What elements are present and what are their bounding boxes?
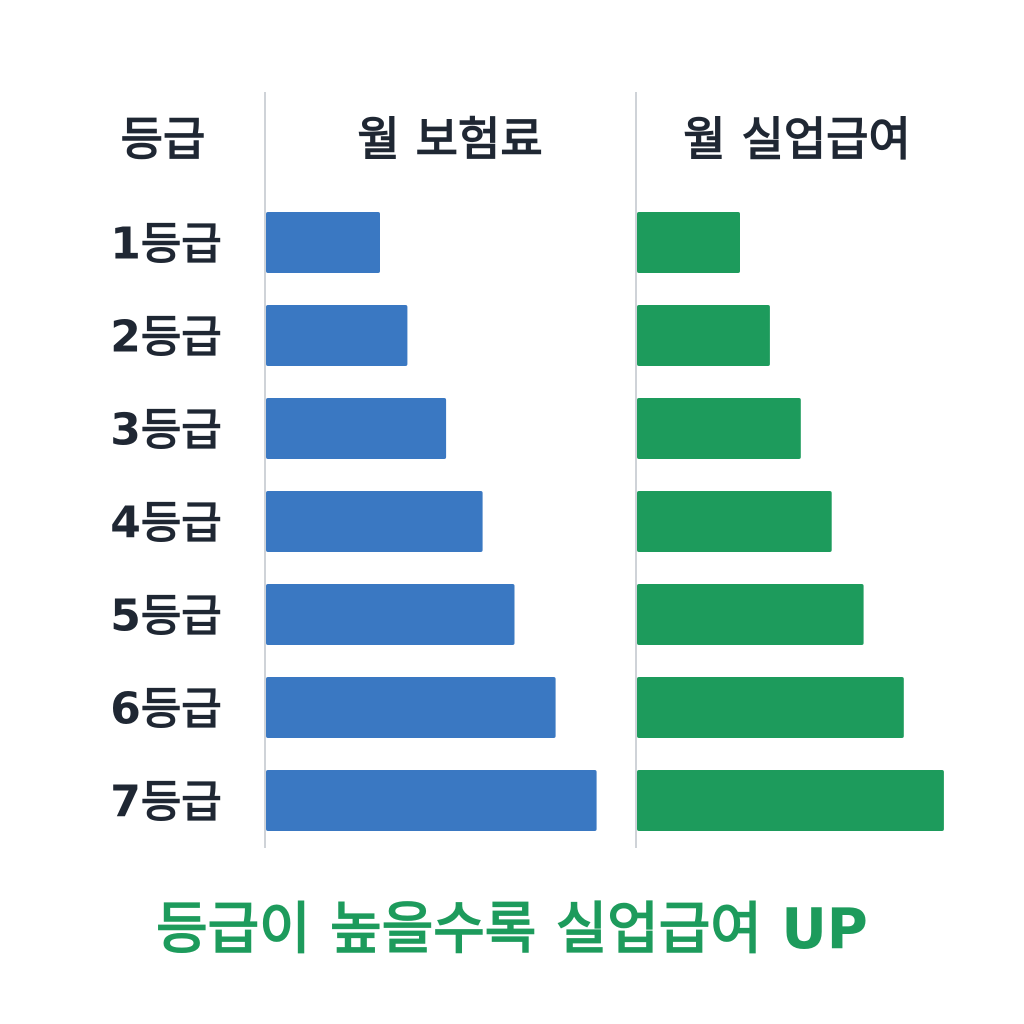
grade-label-7: 7등급 bbox=[110, 777, 222, 828]
chart-caption: 등급이 높을수록 실업급여 UP bbox=[156, 897, 868, 962]
chart-rows: 1등급 2등급 3등급 4등급 5등급 6등급 7등급 bbox=[110, 212, 944, 831]
benefit-bar-7 bbox=[637, 770, 944, 831]
grade-label-6: 6등급 bbox=[110, 684, 222, 735]
premium-bar-7 bbox=[266, 770, 597, 831]
grade-label-4: 4등급 bbox=[110, 498, 222, 549]
grade-label-2: 2등급 bbox=[110, 312, 222, 363]
benefit-bar-4 bbox=[637, 491, 832, 552]
grade-label-1: 1등급 bbox=[110, 219, 222, 270]
header-benefit: 월 실업급여 bbox=[683, 112, 911, 166]
premium-bar-2 bbox=[266, 305, 408, 366]
header-grade: 등급 bbox=[121, 112, 206, 166]
benefit-bar-6 bbox=[637, 677, 904, 738]
benefit-bar-3 bbox=[637, 398, 801, 459]
premium-bar-1 bbox=[266, 212, 380, 273]
benefit-bar-5 bbox=[637, 584, 864, 645]
grade-label-3: 3등급 bbox=[110, 405, 222, 456]
header-premium: 월 보험료 bbox=[357, 112, 542, 166]
premium-bar-3 bbox=[266, 398, 447, 459]
premium-bar-5 bbox=[266, 584, 515, 645]
premium-bar-6 bbox=[266, 677, 556, 738]
grade-label-5: 5등급 bbox=[110, 591, 222, 642]
premium-bar-4 bbox=[266, 491, 483, 552]
benefit-bar-1 bbox=[637, 212, 740, 273]
benefit-bar-2 bbox=[637, 305, 770, 366]
